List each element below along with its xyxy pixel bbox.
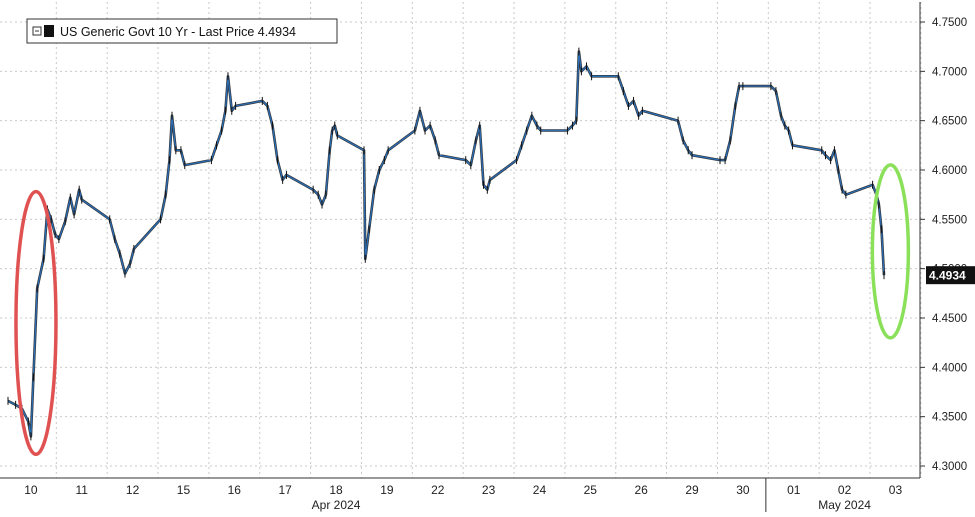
x-tick-label: 18: [329, 483, 343, 497]
x-tick-label: 25: [584, 483, 598, 497]
x-tick-label: 11: [76, 483, 89, 497]
y-tick-label: 4.7500: [932, 17, 967, 29]
y-tick-label: 4.6000: [932, 165, 967, 177]
x-tick-label: 22: [431, 483, 445, 497]
x-tick-label: 10: [24, 483, 38, 497]
x-tick-label: 19: [380, 483, 394, 497]
y-tick-label: 4.7000: [932, 66, 967, 78]
y-tick-label: 4.3000: [932, 461, 967, 473]
y-tick-label: 4.4000: [932, 362, 967, 374]
legend-swatch: [44, 25, 54, 37]
x-tick-label: 17: [278, 483, 292, 497]
last-price-label: 4.4934: [929, 269, 966, 283]
legend-box: [26, 18, 338, 44]
series-line: [7, 50, 885, 438]
month-label: Apr 2024: [312, 498, 361, 512]
x-tick-label: 12: [126, 483, 140, 497]
series-layer: [7, 47, 886, 441]
x-tick-label: 26: [634, 483, 648, 497]
x-tick-label: 03: [889, 483, 903, 497]
highlight-ellipse-green: [870, 163, 911, 340]
axes: 4.75004.70004.65004.60004.55004.50004.45…: [0, 2, 967, 512]
x-tick-label: 01: [787, 483, 801, 497]
x-tick-label: 23: [482, 483, 496, 497]
x-tick-label: 02: [838, 483, 852, 497]
x-tick-label: 15: [177, 483, 191, 497]
y-tick-label: 4.6500: [932, 116, 967, 128]
annotations: 4.4934: [14, 163, 975, 457]
x-tick-label: 30: [736, 483, 750, 497]
y-tick-label: 4.3500: [932, 412, 967, 424]
y-tick-label: 4.4500: [932, 313, 967, 325]
x-tick-label: 16: [228, 483, 242, 497]
legend-label: US Generic Govt 10 Yr - Last Price 4.493…: [60, 25, 296, 39]
month-label: May 2024: [818, 498, 871, 512]
y-tick-label: 4.5500: [932, 214, 967, 226]
x-tick-label: 29: [685, 483, 699, 497]
x-tick-label: 24: [533, 483, 547, 497]
highlight-ellipse-red: [14, 189, 58, 457]
last-price-badge: [926, 266, 975, 285]
legend: US Generic Govt 10 Yr - Last Price 4.493…: [26, 18, 338, 44]
